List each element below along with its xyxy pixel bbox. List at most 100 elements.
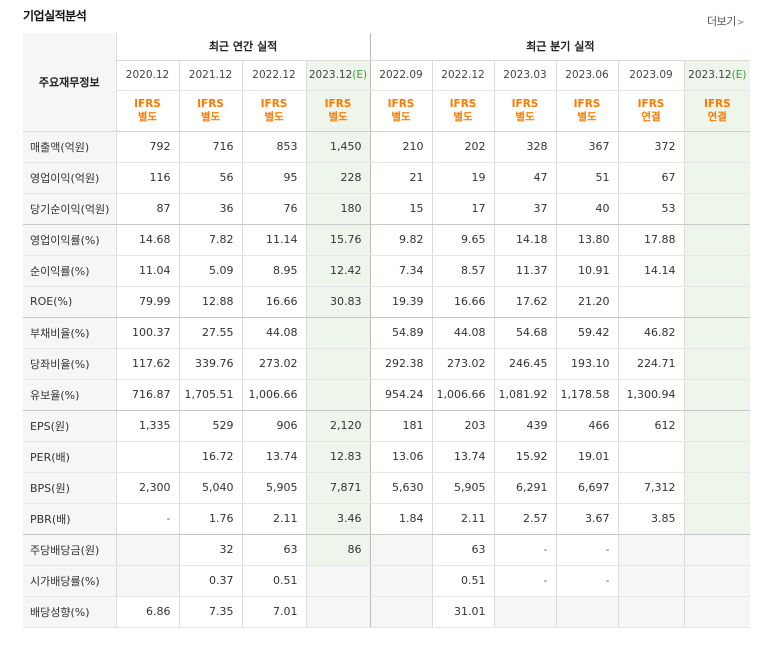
table-cell: 6.86 <box>115 596 179 628</box>
table-cell <box>683 131 751 163</box>
table-cell: 10.91 <box>555 255 619 287</box>
table-cell: 54.89 <box>369 317 433 349</box>
row-label: 당기순이익(억원) <box>23 193 116 225</box>
row-label: 영업이익(억원) <box>23 162 116 194</box>
ifrs-standard: IFRS <box>324 97 352 110</box>
ifrs-header: IFRS 별도 <box>431 90 495 132</box>
table-cell <box>683 410 751 442</box>
table-cell: 328 <box>493 131 557 163</box>
table-cell: 612 <box>617 410 685 442</box>
table-row: BPS(원) 2,300 5,040 5,905 7,871 5,630 5,905 6,29… <box>23 472 751 504</box>
ifrs-standard: IFRS <box>573 97 601 110</box>
ifrs-basis: 별도 <box>453 110 473 123</box>
row-label: 순이익률(%) <box>23 255 116 287</box>
ifrs-basis: 별도 <box>577 110 597 123</box>
table-cell: 14.68 <box>115 224 179 256</box>
table-cell <box>683 224 751 256</box>
table-cell: 273.02 <box>431 348 495 380</box>
table-cell <box>683 565 751 597</box>
table-cell: 12.83 <box>305 441 371 473</box>
table-row: 당좌비율(%) 117.62 339.76 273.02 292.38 273.02 246… <box>23 348 751 380</box>
table-cell: 1,006.66 <box>241 379 306 411</box>
period-label: 2022.12 <box>441 69 485 81</box>
row-label: 배당성향(%) <box>23 596 116 628</box>
ifrs-header-row: IFRS 별도 IFRS 별도 IFRS 별도 IFRS 별도 IFRS 별도 IFRS 별도 IFRS… <box>23 90 751 132</box>
ifrs-header: IFRS 연결 <box>617 90 685 132</box>
ifrs-basis: 연결 <box>707 110 727 123</box>
period-header: 2020.12 <box>115 60 179 91</box>
period-header: 2022.09 <box>369 60 433 91</box>
table-cell: - <box>493 565 557 597</box>
table-cell <box>305 565 371 597</box>
table-cell: 5,905 <box>431 472 495 504</box>
table-cell: 372 <box>617 131 685 163</box>
page-title: 기업실적분석 <box>23 9 87 23</box>
table-cell: 8.57 <box>431 255 495 287</box>
period-header: 2023.06 <box>555 60 619 91</box>
ifrs-standard: IFRS <box>637 97 665 110</box>
table-cell: 79.99 <box>115 286 179 318</box>
table-row: 배당성향(%) 6.86 7.35 7.01 31.01 <box>23 596 751 628</box>
table-cell: 3.67 <box>555 503 619 535</box>
period-label: 2022.12 <box>252 69 296 81</box>
ifrs-basis: 별도 <box>328 110 348 123</box>
table-cell: 44.08 <box>431 317 495 349</box>
ifrs-header: IFRS 별도 <box>555 90 619 132</box>
table-cell: 529 <box>178 410 242 442</box>
row-label: 영업이익률(%) <box>23 224 116 256</box>
table-cell: 87 <box>115 193 179 225</box>
table-cell: 19.01 <box>555 441 619 473</box>
table-cell <box>683 596 751 628</box>
table-cell: 76 <box>241 193 306 225</box>
table-cell <box>115 534 179 566</box>
table-cell: 202 <box>431 131 495 163</box>
table-cell <box>555 596 619 628</box>
table-cell: 9.82 <box>369 224 433 256</box>
table-cell: 19.39 <box>369 286 433 318</box>
period-label: 2023.12 <box>688 69 732 81</box>
table-cell: 7,312 <box>617 472 685 504</box>
table-row: 당기순이익(억원) 87 36 76 180 15 17 37 40 53 <box>23 193 751 225</box>
table-cell: 15.92 <box>493 441 557 473</box>
row-label: 주당배당금(원) <box>23 534 116 566</box>
table-cell: 2.57 <box>493 503 557 535</box>
table-cell: 17 <box>431 193 495 225</box>
row-label: 시가배당률(%) <box>23 565 116 597</box>
table-cell <box>305 317 371 349</box>
table-cell: 5,040 <box>178 472 242 504</box>
ifrs-header: IFRS 별도 <box>241 90 306 132</box>
ifrs-header: IFRS 별도 <box>305 90 371 132</box>
table-cell: 1,335 <box>115 410 179 442</box>
table-cell: 906 <box>241 410 306 442</box>
table-cell: 95 <box>241 162 306 194</box>
table-cell: 1,006.66 <box>431 379 495 411</box>
table-cell <box>683 162 751 194</box>
ifrs-basis: 별도 <box>515 110 535 123</box>
table-cell: 67 <box>617 162 685 194</box>
table-cell: 54.68 <box>493 317 557 349</box>
table-cell: 228 <box>305 162 371 194</box>
table-cell <box>683 348 751 380</box>
more-link[interactable]: 더보기> <box>707 13 744 29</box>
table-cell: 273.02 <box>241 348 306 380</box>
table-cell <box>369 596 433 628</box>
table-row: 순이익률(%) 11.04 5.09 8.95 12.42 7.34 8.57 11.37 10… <box>23 255 751 287</box>
table-cell: 15 <box>369 193 433 225</box>
table-cell: 11.37 <box>493 255 557 287</box>
table-cell: 181 <box>369 410 433 442</box>
table-cell: 3.46 <box>305 503 371 535</box>
table-cell: 56 <box>178 162 242 194</box>
table-cell <box>115 565 179 597</box>
table-cell <box>683 534 751 566</box>
table-cell: - <box>555 534 619 566</box>
period-label: 2021.12 <box>188 69 233 81</box>
table-cell <box>683 317 751 349</box>
table-cell: 0.51 <box>241 565 306 597</box>
ifrs-basis: 별도 <box>391 110 411 123</box>
estimate-mark: (E) <box>352 69 368 81</box>
row-label: BPS(원) <box>23 472 116 504</box>
table-cell: 2,300 <box>115 472 179 504</box>
table-cell: 13.74 <box>431 441 495 473</box>
table-cell <box>115 441 179 473</box>
table-cell <box>305 348 371 380</box>
